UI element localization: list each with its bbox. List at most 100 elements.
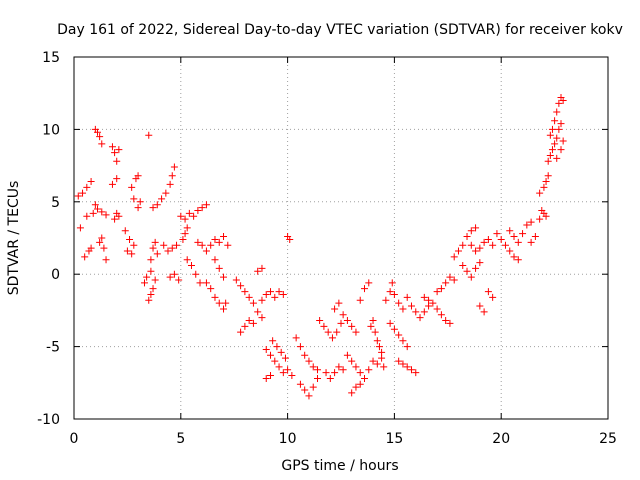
data-point	[254, 267, 262, 275]
data-point	[273, 343, 281, 351]
data-point	[145, 296, 153, 304]
data-point	[316, 317, 324, 325]
data-point	[328, 334, 336, 342]
data-point	[115, 146, 123, 154]
data-point	[335, 299, 343, 307]
data-point	[126, 235, 134, 243]
data-point	[335, 363, 343, 371]
grid	[74, 57, 608, 419]
data-point	[356, 369, 364, 377]
data-point	[337, 319, 345, 327]
data-point	[386, 288, 394, 296]
data-point	[551, 117, 559, 125]
data-point	[553, 108, 561, 116]
data-point	[548, 125, 556, 133]
data-point	[192, 270, 200, 278]
data-point	[484, 288, 492, 296]
data-point	[136, 198, 144, 206]
data-point	[296, 380, 304, 388]
data-point	[194, 238, 202, 246]
data-point	[207, 285, 215, 293]
data-point	[476, 259, 484, 267]
data-points	[74, 94, 567, 400]
data-point	[333, 328, 341, 336]
data-point	[202, 201, 210, 209]
data-point	[416, 314, 424, 322]
data-point	[493, 230, 501, 238]
data-point	[348, 357, 356, 365]
data-point	[164, 247, 172, 255]
data-point	[343, 317, 351, 325]
plot-frame	[73, 56, 609, 420]
data-point	[108, 180, 116, 188]
data-point	[166, 180, 174, 188]
data-point	[254, 308, 262, 316]
data-point	[548, 146, 556, 154]
data-point	[407, 302, 415, 310]
data-point	[476, 244, 484, 252]
data-point	[202, 247, 210, 255]
data-point	[450, 276, 458, 284]
data-point	[113, 157, 121, 165]
data-point	[269, 337, 277, 345]
data-point	[215, 238, 223, 246]
data-point	[309, 363, 317, 371]
data-point	[79, 189, 87, 197]
data-point	[356, 296, 364, 304]
data-point	[158, 195, 166, 203]
data-point	[540, 183, 548, 191]
data-point	[519, 230, 527, 238]
data-point	[168, 244, 176, 252]
data-point	[194, 206, 202, 214]
x-tick-label: 0	[70, 431, 79, 447]
data-point	[81, 253, 89, 261]
data-point	[378, 354, 386, 362]
data-point	[369, 357, 377, 365]
data-point	[89, 209, 97, 217]
data-point	[388, 279, 396, 287]
data-point	[237, 282, 245, 290]
data-point	[514, 238, 522, 246]
data-point	[437, 285, 445, 293]
data-point	[454, 247, 462, 255]
data-point	[437, 311, 445, 319]
chart-title: Day 161 of 2022, Sidereal Day-to-day VTE…	[57, 22, 623, 38]
data-point	[162, 189, 170, 197]
y-tick-label: 0	[51, 267, 60, 283]
data-point	[407, 366, 415, 374]
data-point	[102, 211, 110, 219]
data-point	[367, 322, 375, 330]
data-point	[390, 290, 398, 298]
data-point	[546, 131, 554, 139]
data-point	[510, 253, 518, 261]
data-point	[202, 279, 210, 287]
data-point	[557, 120, 565, 128]
data-point	[128, 183, 136, 191]
data-point	[175, 276, 183, 284]
data-point	[153, 201, 161, 209]
data-point	[446, 273, 454, 281]
data-point	[179, 235, 187, 243]
data-point	[546, 151, 554, 159]
data-point	[527, 238, 535, 246]
data-point	[177, 212, 185, 220]
y-tick-label: 15	[42, 50, 60, 66]
data-point	[149, 244, 157, 252]
data-point	[484, 235, 492, 243]
data-point	[403, 293, 411, 301]
data-point	[433, 288, 441, 296]
data-point	[369, 317, 377, 325]
data-point	[207, 241, 215, 249]
data-point	[140, 279, 148, 287]
data-point	[145, 131, 153, 139]
data-point	[134, 204, 142, 212]
data-point	[510, 233, 518, 241]
y-axis-label: SDTVAR / TECUs	[6, 181, 22, 296]
data-point	[168, 172, 176, 180]
data-point	[108, 143, 116, 151]
data-point	[399, 360, 407, 368]
data-point	[433, 305, 441, 313]
data-point	[403, 363, 411, 371]
data-point	[305, 357, 313, 365]
y-tick-label: -10	[37, 412, 60, 428]
